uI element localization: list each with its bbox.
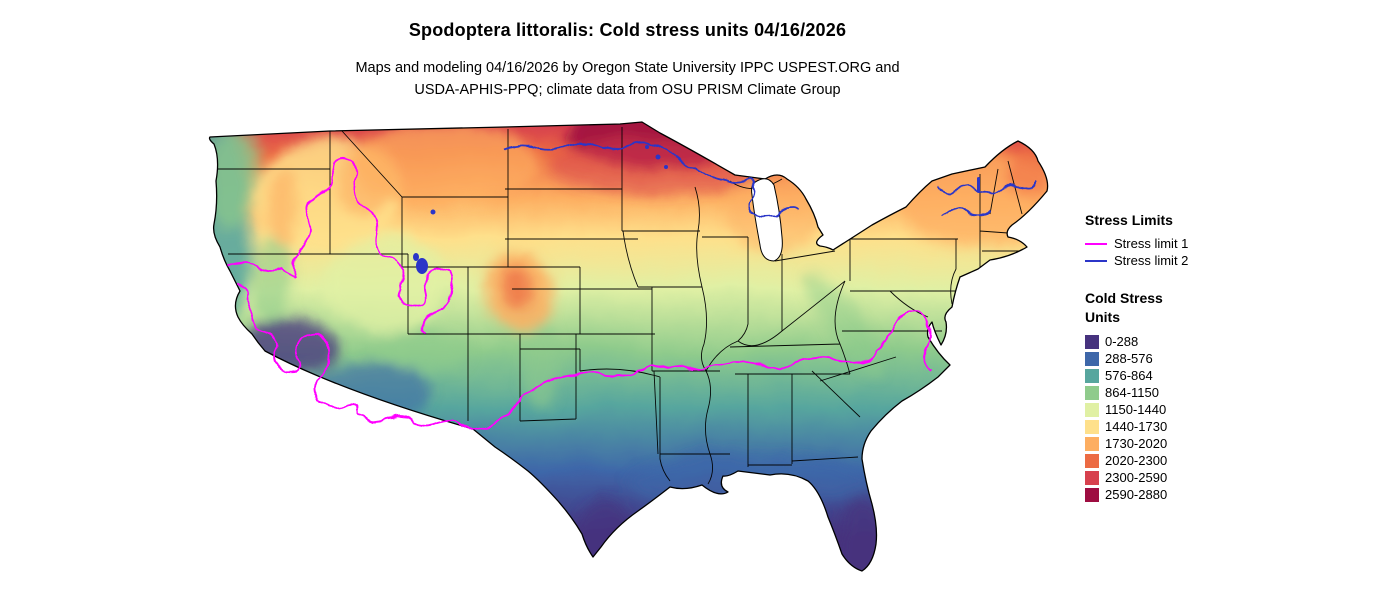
- cold-stress-class-label: 0-288: [1105, 334, 1139, 349]
- map-header: Spodoptera littoralis: Cold stress units…: [0, 20, 1255, 101]
- cold-stress-class-swatch: [1085, 334, 1099, 349]
- shade-south-florida: [838, 499, 886, 571]
- cold-stress-class-swatch: [1085, 470, 1099, 485]
- raster-layer: [209, 122, 1048, 571]
- page-title: Spodoptera littoralis: Cold stress units…: [408, 20, 847, 40]
- stress-limits-heading: Stress Limits: [1085, 212, 1173, 228]
- cold-stress-class-swatch: [1085, 487, 1099, 502]
- legend: Stress Limits Stress limit 1 Stress limit…: [1085, 212, 1235, 503]
- shade-california-valley: [250, 237, 294, 321]
- inland-lakes: [413, 145, 980, 274]
- cold-stress-class-item: 0-288: [1085, 333, 1235, 350]
- cold-stress-class-swatch: [1085, 453, 1099, 468]
- cold-stress-class-swatch: [1085, 368, 1099, 383]
- shade-gulf-coast: [625, 455, 875, 507]
- shade-colorado-peaks: [503, 263, 533, 311]
- cold-stress-class-label: 288-576: [1105, 351, 1153, 366]
- cold-stress-class-item: 576-864: [1085, 367, 1235, 384]
- cold-stress-class-item: 2300-2590: [1085, 469, 1235, 486]
- shade-pnw-valleys: [210, 129, 260, 229]
- subtitle-line-1: Maps and modeling 04/16/2026 by Oregon S…: [355, 60, 900, 76]
- subtitle-line-2: USDA-APHIS-PPQ; climate data from OSU PR…: [414, 82, 841, 98]
- cold-stress-class-swatch: [1085, 419, 1099, 434]
- stress-limit-1-line: [227, 155, 932, 431]
- shade-cascades: [271, 169, 299, 249]
- cold-stress-units-heading-line-1: Cold Stress: [1085, 290, 1163, 306]
- stress-limit-item: Stress limit 2: [1085, 252, 1235, 269]
- stress-limit-label: Stress limit 1: [1114, 236, 1189, 251]
- cold-stress-class-item: 1150-1440: [1085, 401, 1235, 418]
- cold-stress-class-item: 864-1150: [1085, 384, 1235, 401]
- cold-stress-class-item: 1440-1730: [1085, 418, 1235, 435]
- cold-stress-class-label: 2300-2590: [1105, 470, 1168, 485]
- cold-stress-class-label: 2020-2300: [1105, 453, 1168, 468]
- stress-limit-label: Stress limit 2: [1114, 253, 1189, 268]
- shade-montana: [350, 124, 540, 204]
- stress-limit-2-line: [504, 140, 1038, 218]
- stress-limits-list: Stress limit 1 Stress limit 2: [1085, 235, 1235, 269]
- cold-stress-classes-list: 0-288 288-576 576-864 864-1150 1150-1440 1440…: [1085, 333, 1235, 503]
- stress-limit-line-sample: [1085, 242, 1107, 245]
- stress-limit-item: Stress limit 1: [1085, 235, 1235, 252]
- cold-stress-class-label: 1150-1440: [1105, 402, 1167, 417]
- cold-stress-class-label: 1730-2020: [1105, 436, 1168, 451]
- cold-stress-class-item: 2590-2880: [1085, 486, 1235, 503]
- cold-stress-class-label: 1440-1730: [1105, 419, 1168, 434]
- us-map: [190, 118, 1060, 594]
- cold-stress-class-item: 288-576: [1085, 350, 1235, 367]
- shade-arizona-highlands: [380, 331, 470, 371]
- cold-stress-units-heading: Cold Stress Units: [1085, 289, 1235, 327]
- us-outline: [208, 121, 1049, 572]
- cold-stress-class-label: 2590-2880: [1105, 487, 1168, 502]
- us-map-svg: [208, 121, 1049, 572]
- shade-socal: [242, 319, 338, 375]
- cold-stress-class-label: 864-1150: [1105, 385, 1159, 400]
- cold-stress-class-swatch: [1085, 402, 1099, 417]
- cold-stress-class-label: 576-864: [1105, 368, 1153, 383]
- cold-stress-class-swatch: [1085, 436, 1099, 451]
- cold-stress-class-swatch: [1085, 385, 1099, 400]
- stress-limit-line-sample: [1085, 259, 1107, 262]
- cold-stress-units-heading-line-2: Units: [1085, 309, 1120, 325]
- cold-stress-class-swatch: [1085, 351, 1099, 366]
- state-borders: [210, 127, 1030, 485]
- shade-new-mexico-ridge: [524, 322, 560, 406]
- cold-stress-class-item: 2020-2300: [1085, 452, 1235, 469]
- cold-stress-class-item: 1730-2020: [1085, 435, 1235, 452]
- shade-north-rockies: [335, 144, 395, 214]
